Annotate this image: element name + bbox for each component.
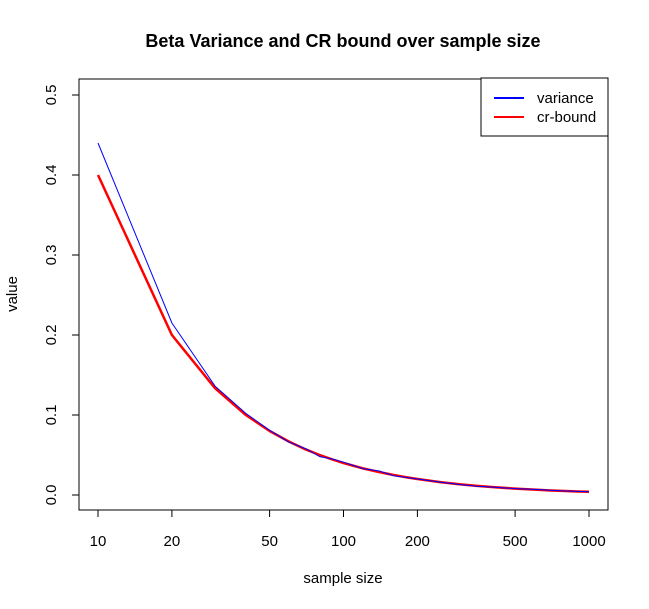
x-tick-label: 200 xyxy=(405,533,430,550)
y-tick-label: 0.3 xyxy=(43,245,60,266)
y-tick-label: 0.1 xyxy=(43,405,60,426)
series-line-cr-bound xyxy=(96,174,590,494)
x-tick-label: 50 xyxy=(261,533,278,550)
y-axis-label: value xyxy=(4,276,21,312)
x-tick-label: 1000 xyxy=(572,533,605,550)
x-tick-label: 100 xyxy=(331,533,356,550)
y-tick-label: 0.0 xyxy=(43,485,60,506)
legend-label-cr-bound: cr-bound xyxy=(537,109,596,126)
x-tick-label: 20 xyxy=(164,533,181,550)
x-axis-label: sample size xyxy=(303,570,382,587)
legend: variance cr-bound xyxy=(480,77,609,137)
x-tick-label: 10 xyxy=(90,533,107,550)
y-tick-label: 0.5 xyxy=(43,85,60,106)
legend-box xyxy=(480,77,609,137)
legend-label-variance: variance xyxy=(537,90,594,107)
series-line-variance xyxy=(97,142,590,493)
y-tick-label: 0.2 xyxy=(43,325,60,346)
x-tick-label: 500 xyxy=(503,533,528,550)
chart-title: Beta Variance and CR bound over sample s… xyxy=(145,31,540,51)
y-tick-label: 0.4 xyxy=(43,165,60,186)
y-axis: 0.0 0.1 0.2 0.3 0.4 0.5 xyxy=(43,85,79,506)
x-axis: 10 20 50 100 200 500 1000 xyxy=(90,510,606,550)
series-layer xyxy=(96,142,590,494)
plot-frame xyxy=(78,78,609,511)
